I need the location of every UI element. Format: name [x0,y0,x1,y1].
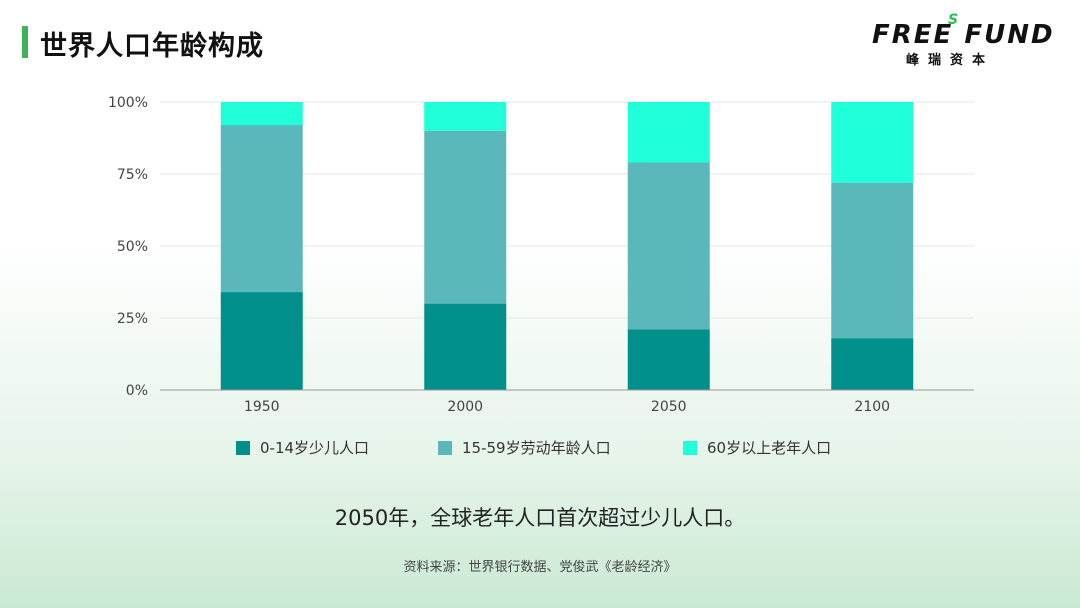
x-tick-label: 2100 [854,399,890,415]
stacked-bar-chart: 0% 25% 50% 75% 100% 1950 2000 2050 2100 [108,95,974,415]
bar-segment [424,303,507,390]
x-tick-label: 2050 [651,399,687,415]
legend-item-working-age: 15-59岁劳动年龄人口 [438,437,611,458]
legend-item-children: 0-14岁少儿人口 [236,437,369,458]
bar-segment [627,102,710,163]
legend-swatch-elderly [683,440,697,455]
x-tick-label: 2000 [447,399,483,415]
y-tick-label: 100% [108,95,148,111]
bar-segment [831,338,914,390]
bar-segment [831,102,914,183]
logo-subtitle: 峰瑞资本 [906,53,995,68]
legend-label-elderly: 60岁以上老年人口 [707,439,832,457]
page-title: 世界人口年龄构成 [40,31,264,62]
legend-item-elderly: 60岁以上老年人口 [683,437,831,458]
bar-segment [424,130,507,304]
bar-segment [220,292,303,390]
bar-segment [627,162,710,330]
bar-segment [424,102,507,131]
legend-label-working-age: 15-59岁劳动年龄人口 [462,439,611,457]
bar-segment [831,182,914,339]
y-tick-label: 75% [117,167,148,183]
legend-swatch-working-age [438,440,452,455]
y-tick-label: 0% [126,383,148,399]
y-tick-label: 25% [117,311,148,327]
chart-legend: 0-14岁少儿人口 15-59岁劳动年龄人口 60岁以上老年人口 [0,437,1080,459]
bar-segment [627,329,710,390]
source-note: 资料来源：世界银行数据、党俊武《老龄经济》 [403,560,677,575]
freesfund-logo: FREE FUND S 峰瑞资本 [872,12,1055,70]
legend-swatch-children [236,440,250,455]
y-tick-label: 50% [117,239,148,255]
x-tick-label: 1950 [244,399,280,415]
logo-text: FREE FUND [872,20,1055,50]
legend-label-children: 0-14岁少儿人口 [260,439,370,457]
title-accent-bar [22,26,28,58]
conclusion-text: 2050年，全球老年人口首次超过少儿人口。 [334,506,746,530]
bar-segment [220,125,303,293]
bar-segment [220,102,303,126]
logo-superscript-s: S [948,12,959,28]
